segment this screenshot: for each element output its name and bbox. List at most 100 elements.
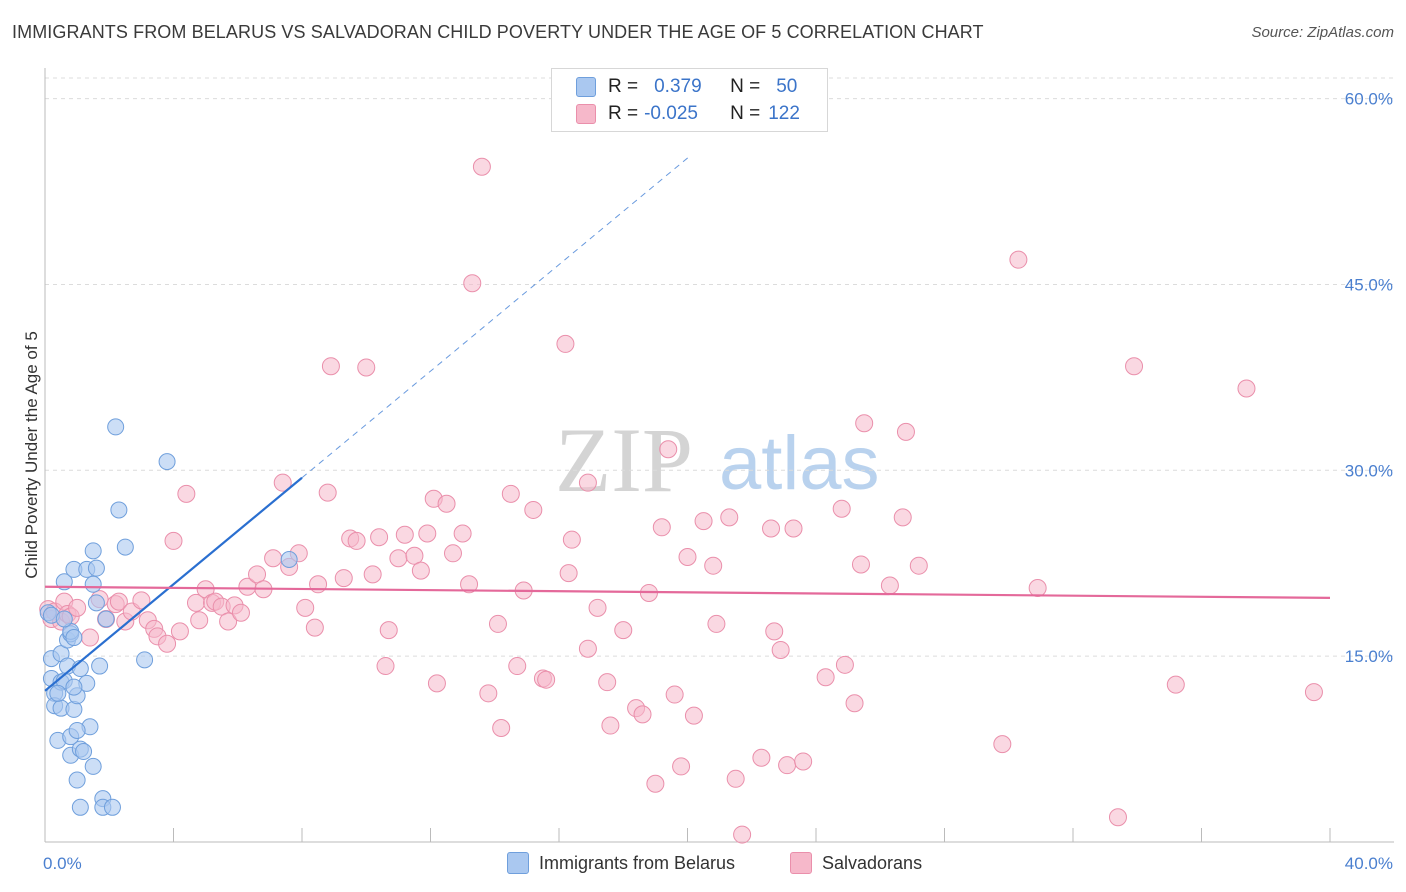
y-tick-label: 15.0% bbox=[1345, 647, 1393, 666]
legend-salvadoran-swatch bbox=[790, 852, 812, 874]
salvadoran-point bbox=[720, 508, 739, 527]
salvadoran-point bbox=[578, 639, 597, 658]
salvadoran-point bbox=[479, 684, 498, 703]
salvadoran-point bbox=[762, 519, 781, 538]
salvadoran-point bbox=[784, 519, 803, 538]
salvadoran-point bbox=[694, 512, 713, 531]
watermark-atlas: atlas bbox=[719, 421, 880, 506]
salvadoran-point bbox=[264, 549, 283, 568]
salvadoran-point bbox=[453, 524, 472, 543]
salvadoran-point bbox=[851, 555, 870, 574]
watermark-zip: ZIP bbox=[555, 409, 693, 511]
salvadoran-point bbox=[389, 549, 408, 568]
salvadoran-trend-line bbox=[44, 585, 1331, 600]
salvadoran-point bbox=[794, 752, 813, 771]
salvadoran-point bbox=[376, 657, 395, 676]
salvadoran-point bbox=[321, 357, 340, 376]
salvadoran-point bbox=[832, 499, 851, 518]
salvadoran-point bbox=[1237, 379, 1256, 398]
x-tick-label-max: 40.0% bbox=[1345, 854, 1393, 873]
salvadoran-point bbox=[652, 518, 671, 537]
salvadoran-point bbox=[443, 544, 462, 563]
salvadoran-point bbox=[909, 556, 928, 575]
salvadoran-point bbox=[633, 705, 652, 724]
y-tick-label: 45.0% bbox=[1345, 275, 1393, 294]
salvadoran-point bbox=[646, 774, 665, 793]
belarus-r-value: 0.379 bbox=[654, 76, 702, 97]
salvadoran-point bbox=[190, 611, 209, 630]
salvadoran-point bbox=[427, 674, 446, 693]
salvadoran-point bbox=[248, 565, 267, 584]
belarus-point bbox=[68, 721, 86, 739]
stats-row-salvadoran: R = -0.025 N = 122 bbox=[576, 103, 800, 125]
stats-row-belarus: R = 0.379 N = 50 bbox=[576, 76, 797, 98]
salvadoran-point bbox=[659, 440, 678, 459]
salvadoran-point bbox=[993, 735, 1012, 754]
salvadoran-point bbox=[765, 622, 784, 641]
salvadoran-point bbox=[1125, 357, 1144, 376]
legend-item-salvadoran: Salvadorans bbox=[790, 852, 922, 874]
salvadoran-point bbox=[109, 592, 128, 611]
salvadoran-n-value: 122 bbox=[768, 103, 800, 124]
belarus-point bbox=[107, 418, 125, 436]
salvadoran-point bbox=[395, 525, 414, 544]
belarus-point bbox=[68, 771, 86, 789]
salvadoran-point bbox=[893, 508, 912, 527]
salvadoran-point bbox=[726, 769, 745, 788]
belarus-n-value: 50 bbox=[776, 76, 798, 97]
salvadoran-r-label: R = bbox=[608, 103, 639, 124]
belarus-r-label: R = bbox=[608, 76, 639, 97]
y-tick-label: 30.0% bbox=[1345, 461, 1393, 480]
belarus-point bbox=[136, 651, 154, 669]
y-tick-labels: 15.0% 30.0% 45.0% 60.0% bbox=[1345, 90, 1393, 667]
salvadoran-point bbox=[508, 657, 527, 676]
salvadoran-point bbox=[601, 716, 620, 735]
salvadoran-point bbox=[588, 598, 607, 617]
belarus-point bbox=[65, 678, 83, 696]
salvadoran-point bbox=[1009, 250, 1028, 269]
salvadoran-point bbox=[665, 685, 684, 704]
salvadoran-point bbox=[1108, 808, 1127, 827]
salvadoran-point bbox=[1166, 675, 1185, 694]
salvadoran-point bbox=[68, 598, 87, 617]
salvadoran-point bbox=[472, 157, 491, 176]
legend-item-belarus: Immigrants from Belarus bbox=[507, 852, 735, 874]
salvadoran-swatch bbox=[576, 104, 596, 124]
y-tick-label: 60.0% bbox=[1345, 90, 1393, 109]
salvadoran-point bbox=[370, 528, 389, 547]
salvadoran-point bbox=[80, 628, 99, 647]
salvadoran-point bbox=[855, 414, 874, 433]
belarus-points bbox=[39, 418, 298, 816]
salvadoran-point bbox=[296, 598, 315, 617]
salvadoran-point bbox=[437, 494, 456, 513]
salvadoran-point bbox=[778, 756, 797, 775]
legend-belarus-swatch bbox=[507, 852, 529, 874]
salvadoran-point bbox=[347, 531, 366, 550]
salvadoran-point bbox=[578, 473, 597, 492]
belarus-point bbox=[110, 501, 128, 519]
belarus-trend-extension bbox=[301, 155, 692, 479]
salvadoran-point bbox=[562, 530, 581, 549]
salvadoran-point bbox=[614, 621, 633, 640]
salvadoran-r-value: -0.025 bbox=[644, 103, 698, 124]
salvadoran-point bbox=[556, 334, 575, 353]
salvadoran-point bbox=[880, 576, 899, 595]
salvadoran-point bbox=[537, 670, 556, 689]
belarus-point bbox=[158, 453, 176, 471]
belarus-trend-line bbox=[44, 476, 303, 692]
salvadoran-point bbox=[672, 757, 691, 776]
axes bbox=[44, 68, 1394, 843]
salvadoran-point bbox=[170, 622, 189, 641]
belarus-point bbox=[71, 798, 89, 816]
belarus-point bbox=[103, 798, 121, 816]
salvadoran-point bbox=[132, 591, 151, 610]
belarus-point bbox=[87, 559, 105, 577]
salvadoran-point bbox=[1028, 579, 1047, 597]
salvadoran-point bbox=[177, 484, 196, 503]
x-ticks bbox=[44, 828, 1331, 842]
salvadoran-point bbox=[158, 634, 177, 653]
watermark: ZIP atlas bbox=[555, 409, 880, 511]
salvadoran-point bbox=[678, 548, 697, 567]
salvadoran-n-label: N = bbox=[730, 103, 761, 124]
